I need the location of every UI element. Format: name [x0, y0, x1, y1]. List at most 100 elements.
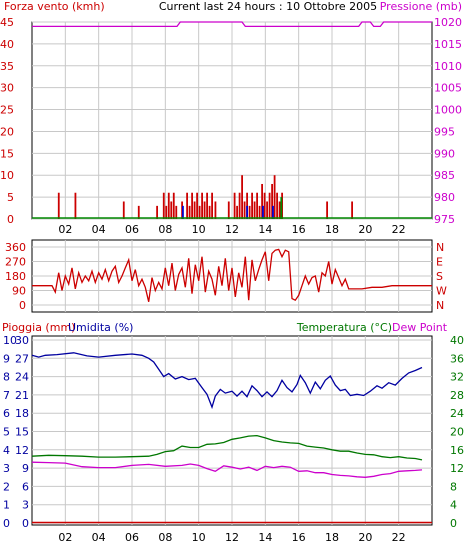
pressure-y-tick: 985: [434, 169, 455, 182]
wind-bar: [74, 192, 77, 219]
x-tick-label: 12: [225, 531, 239, 544]
wind-bar: [273, 175, 276, 219]
gust-bar: [262, 205, 264, 219]
wind-direction-line: [32, 248, 432, 302]
direction-compass-label: N: [436, 241, 444, 254]
direction-y-tick: 360: [5, 241, 26, 254]
pressure-y-tick: 1015: [434, 38, 462, 51]
direction-compass-label: N: [436, 299, 444, 312]
x-tick-label: 12: [225, 223, 239, 236]
humidity-y-tick: 12: [15, 444, 29, 457]
temperature-y-tick: 8: [450, 480, 457, 493]
wind-bar: [191, 192, 193, 219]
wind-bar: [227, 201, 230, 219]
wind-y-tick: 40: [0, 38, 14, 51]
temperature-y-tick: 20: [450, 426, 464, 439]
x-tick-label: 20: [358, 531, 372, 544]
temperature-y-tick: 36: [450, 352, 464, 365]
wind-bar: [271, 183, 273, 219]
rain-axis-title: Pioggia (mm): [2, 321, 75, 334]
x-tick-label: 16: [292, 531, 306, 544]
wind-bar: [214, 201, 217, 219]
humidity-y-tick: 18: [15, 407, 29, 420]
wind-y-tick: 45: [0, 16, 14, 29]
x-tick-label: 18: [325, 531, 339, 544]
wind-bar: [243, 201, 246, 219]
direction-y-tick: 0: [19, 299, 26, 312]
dewpoint-line: [31, 461, 423, 478]
axis-tick-labels: 0510152025303540459759809859909951000100…: [0, 16, 464, 544]
wind-bar: [278, 201, 281, 219]
wind-bar: [276, 192, 278, 219]
pressure-y-tick: 1020: [434, 16, 462, 29]
x-tick-label: 04: [92, 223, 106, 236]
wind-y-tick: 15: [0, 147, 14, 160]
wind-y-tick: 10: [0, 169, 14, 182]
x-tick-label: 16: [292, 223, 306, 236]
rain-y-tick: 10: [3, 334, 17, 347]
pressure-y-tick: 980: [434, 191, 455, 204]
wind-bar: [211, 192, 213, 219]
temperature-y-tick: 4: [450, 499, 457, 512]
wind-bar: [172, 192, 175, 219]
dewpoint-axis-title: Dew Point: [392, 321, 448, 334]
wind-bar: [258, 205, 261, 219]
gust-bar: [246, 205, 248, 219]
x-tick-label: 06: [125, 531, 139, 544]
humidity-y-tick: 30: [15, 334, 29, 347]
rain-y-tick: 8: [3, 371, 10, 384]
wind-bar: [57, 192, 60, 219]
wind-y-tick: 30: [0, 82, 14, 95]
wind-bar: [193, 201, 196, 219]
wind-bar: [165, 205, 168, 219]
gust-bar: [182, 205, 184, 219]
x-tick-label: 14: [258, 223, 272, 236]
temperature-y-tick: 24: [450, 407, 464, 420]
pressure-y-tick: 975: [434, 213, 455, 226]
pressure-axis-title: Pressione (mb): [380, 0, 462, 13]
humidity-y-tick: 15: [15, 426, 29, 439]
current-period-title: Current last 24 hours : 10 Ottobre 2005: [159, 0, 377, 13]
x-tick-label: 20: [358, 223, 372, 236]
direction-y-tick: 270: [5, 256, 26, 269]
wind-bar: [208, 205, 211, 219]
humidity-y-tick: 0: [22, 517, 29, 530]
wind-bar: [162, 192, 165, 219]
wind-bar: [196, 192, 198, 219]
direction-compass-label: S: [436, 270, 443, 283]
direction-compass-label: W: [436, 285, 447, 298]
humidity-y-tick: 3: [22, 499, 29, 512]
humidity-axis-title: Umidita (%): [68, 321, 133, 334]
temperature-y-tick: 32: [450, 371, 464, 384]
wind-bar: [233, 192, 236, 219]
wind-bar: [253, 201, 256, 219]
pressure-y-tick: 1010: [434, 60, 462, 73]
temperature-y-tick: 28: [450, 389, 464, 402]
wind-bar: [238, 192, 241, 219]
wind-bar: [156, 205, 158, 219]
humidity-y-tick: 21: [15, 389, 29, 402]
temperature-y-tick: 40: [450, 334, 464, 347]
pressure-y-tick: 1005: [434, 82, 462, 95]
gust-bar: [272, 205, 274, 219]
wind-bar: [241, 175, 243, 219]
x-tick-label: 22: [392, 531, 406, 544]
rain-y-tick: 7: [3, 389, 10, 402]
rain-y-tick: 0: [3, 517, 10, 530]
pressure-y-tick: 995: [434, 125, 455, 138]
wind-bar: [351, 201, 353, 219]
wind-bar: [248, 205, 251, 219]
wind-axis-title: Forza vento (kmh): [4, 0, 105, 13]
x-tick-label: 10: [192, 531, 206, 544]
x-tick-label: 18: [325, 223, 339, 236]
direction-y-tick: 90: [12, 285, 26, 298]
temperature-y-tick: 16: [450, 444, 464, 457]
direction-y-tick: 180: [5, 270, 26, 283]
rain-y-tick: 9: [3, 352, 10, 365]
wind-bar: [203, 201, 206, 219]
pressure-line: [32, 21, 432, 28]
wind-bar: [256, 192, 258, 219]
wind-bar: [170, 201, 173, 219]
wind-bar: [198, 205, 201, 219]
